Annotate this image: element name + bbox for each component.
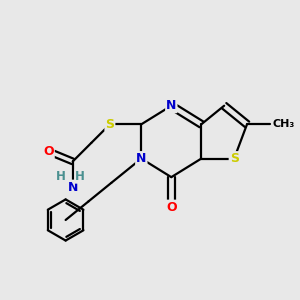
- Text: O: O: [166, 201, 177, 214]
- Text: H: H: [75, 170, 85, 183]
- Text: H: H: [56, 170, 66, 183]
- Text: S: S: [105, 118, 114, 131]
- Text: CH₃: CH₃: [273, 119, 295, 129]
- Text: N: N: [166, 99, 176, 112]
- Text: S: S: [230, 152, 239, 165]
- Text: N: N: [136, 152, 146, 165]
- Text: O: O: [43, 145, 54, 158]
- Text: N: N: [68, 181, 78, 194]
